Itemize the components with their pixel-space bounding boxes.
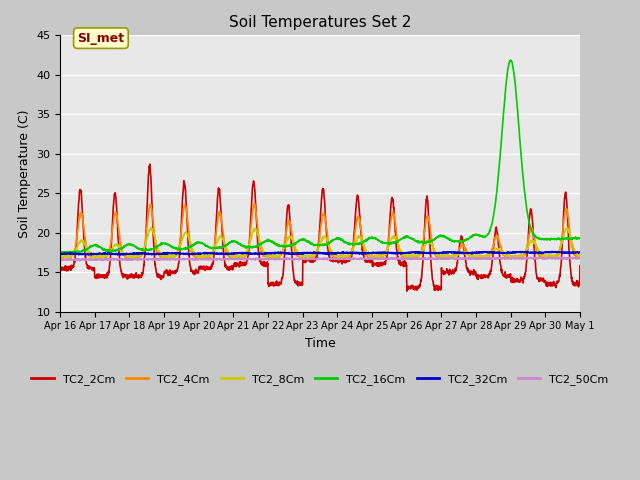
TC2_16Cm: [202, 242, 209, 248]
X-axis label: Time: Time: [305, 337, 335, 350]
TC2_50Cm: [545, 254, 553, 260]
TC2_16Cm: [335, 236, 343, 241]
TC2_32Cm: [202, 250, 209, 256]
TC2_2Cm: [471, 269, 479, 275]
TC2_8Cm: [164, 255, 172, 261]
TC2_32Cm: [471, 250, 479, 256]
Line: TC2_4Cm: TC2_4Cm: [60, 204, 580, 259]
TC2_50Cm: [202, 256, 209, 262]
TC2_16Cm: [346, 240, 354, 246]
TC2_2Cm: [346, 256, 354, 262]
Line: TC2_50Cm: TC2_50Cm: [60, 257, 580, 261]
TC2_2Cm: [335, 258, 343, 264]
TC2_2Cm: [576, 263, 584, 268]
TC2_8Cm: [147, 225, 155, 230]
TC2_2Cm: [146, 161, 154, 167]
TC2_16Cm: [531, 232, 538, 238]
TC2_50Cm: [76, 258, 84, 264]
TC2_32Cm: [335, 250, 343, 256]
Line: TC2_2Cm: TC2_2Cm: [60, 164, 580, 291]
TC2_4Cm: [576, 252, 584, 258]
TC2_32Cm: [346, 250, 354, 256]
TC2_4Cm: [335, 253, 343, 259]
TC2_8Cm: [531, 240, 538, 245]
TC2_16Cm: [56, 249, 64, 255]
TC2_50Cm: [335, 256, 343, 262]
TC2_16Cm: [63, 250, 71, 256]
TC2_4Cm: [340, 256, 348, 262]
TC2_2Cm: [531, 248, 538, 254]
TC2_32Cm: [576, 250, 584, 255]
TC2_8Cm: [576, 253, 584, 259]
TC2_4Cm: [531, 237, 538, 243]
TC2_50Cm: [471, 256, 479, 262]
TC2_32Cm: [56, 252, 64, 257]
TC2_2Cm: [545, 281, 553, 287]
Text: SI_met: SI_met: [77, 32, 125, 45]
TC2_32Cm: [114, 252, 122, 258]
TC2_50Cm: [56, 257, 64, 263]
TC2_32Cm: [545, 250, 552, 255]
TC2_50Cm: [346, 255, 354, 261]
Line: TC2_16Cm: TC2_16Cm: [60, 60, 580, 253]
TC2_4Cm: [347, 252, 355, 258]
Title: Soil Temperatures Set 2: Soil Temperatures Set 2: [229, 15, 411, 30]
Legend: TC2_2Cm, TC2_4Cm, TC2_8Cm, TC2_16Cm, TC2_32Cm, TC2_50Cm: TC2_2Cm, TC2_4Cm, TC2_8Cm, TC2_16Cm, TC2…: [27, 369, 613, 389]
TC2_8Cm: [347, 251, 355, 256]
TC2_2Cm: [403, 288, 411, 294]
TC2_2Cm: [56, 264, 64, 269]
Y-axis label: Soil Temperature (C): Soil Temperature (C): [18, 109, 31, 238]
TC2_8Cm: [471, 253, 479, 259]
TC2_50Cm: [531, 255, 538, 261]
TC2_50Cm: [576, 255, 584, 261]
TC2_8Cm: [335, 254, 343, 260]
Line: TC2_32Cm: TC2_32Cm: [60, 252, 580, 255]
TC2_16Cm: [471, 231, 479, 237]
TC2_50Cm: [486, 254, 493, 260]
TC2_32Cm: [548, 249, 556, 254]
TC2_2Cm: [202, 267, 209, 273]
TC2_4Cm: [201, 254, 209, 260]
TC2_4Cm: [251, 201, 259, 207]
TC2_4Cm: [545, 254, 553, 260]
TC2_32Cm: [531, 250, 538, 256]
TC2_8Cm: [56, 254, 64, 260]
TC2_16Cm: [576, 236, 584, 241]
TC2_8Cm: [545, 253, 553, 259]
TC2_16Cm: [506, 58, 514, 63]
TC2_4Cm: [56, 253, 64, 259]
Line: TC2_8Cm: TC2_8Cm: [60, 228, 580, 258]
TC2_16Cm: [545, 237, 553, 242]
TC2_4Cm: [471, 253, 479, 259]
TC2_8Cm: [202, 253, 209, 259]
